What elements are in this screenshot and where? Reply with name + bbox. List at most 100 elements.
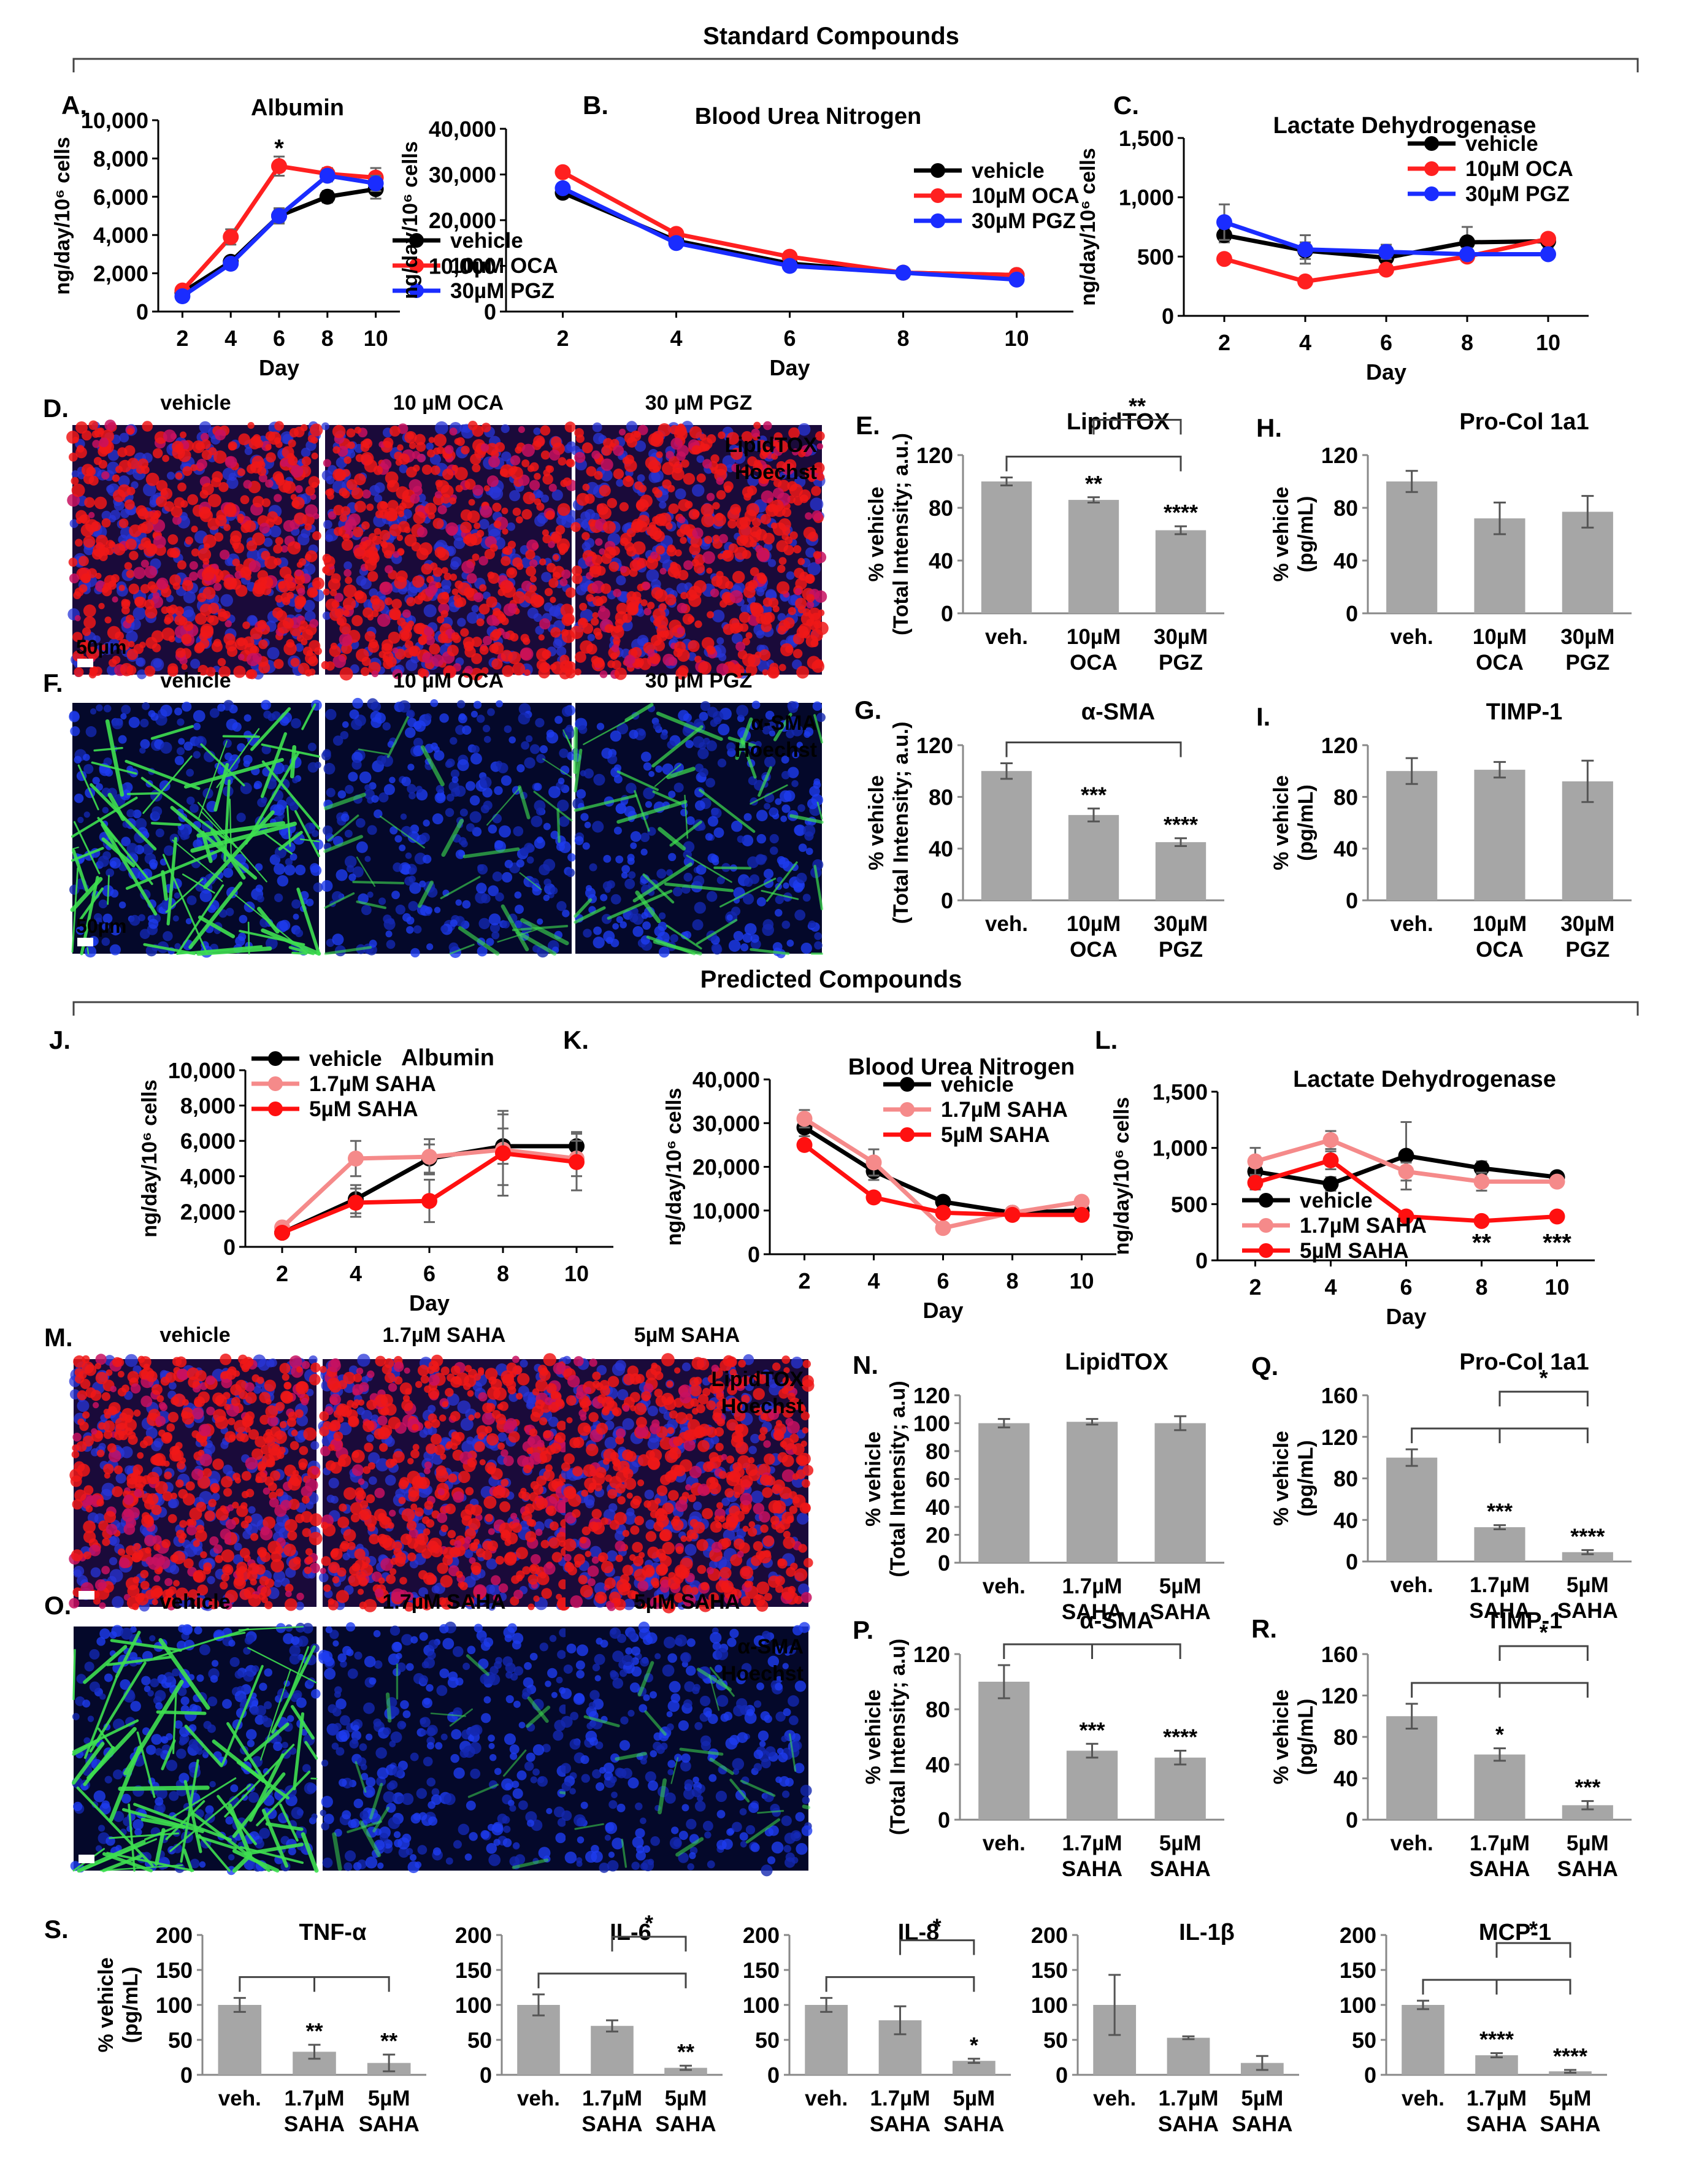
lipid-droplet	[235, 1568, 244, 1577]
lipid-droplet	[455, 580, 463, 589]
nucleus-dot	[521, 557, 532, 569]
lipid-droplet	[378, 1577, 385, 1584]
nucleus-dot	[172, 915, 179, 922]
lipid-droplet	[153, 513, 160, 519]
lipid-droplet	[550, 627, 561, 638]
lipid-droplet	[706, 567, 713, 574]
lipid-droplet	[144, 565, 158, 579]
lipid-droplet	[115, 466, 123, 473]
lipid-droplet	[541, 1588, 552, 1599]
lipid-droplet	[155, 1481, 168, 1494]
nucleus-dot	[408, 901, 418, 911]
lipid-droplet	[352, 1450, 359, 1458]
lipid-droplet	[680, 592, 688, 600]
lipid-droplet	[500, 464, 514, 478]
nucleus-dot	[660, 732, 668, 740]
lipid-droplet	[488, 456, 501, 468]
lipid-droplet	[428, 437, 435, 443]
lipid-droplet	[399, 1382, 412, 1395]
lipid-droplet	[215, 1398, 223, 1406]
lipid-droplet	[781, 533, 789, 540]
lipid-droplet	[125, 615, 134, 624]
lipid-droplet	[492, 502, 502, 512]
lipid-droplet	[613, 445, 624, 456]
lipid-droplet	[488, 1528, 495, 1535]
lipid-droplet	[716, 490, 726, 500]
lipid-droplet	[409, 479, 422, 492]
lipid-droplet	[133, 1409, 141, 1417]
lipid-droplet	[339, 1542, 349, 1552]
lipid-droplet	[616, 602, 628, 615]
lipid-droplet	[328, 578, 341, 591]
lipid-droplet	[485, 1368, 498, 1381]
nucleus-dot	[385, 930, 393, 938]
lipid-droplet	[343, 584, 357, 598]
sma-fiber	[150, 821, 182, 826]
lipid-droplet	[757, 549, 770, 562]
lipid-droplet	[388, 1509, 396, 1517]
sma-fiber	[107, 875, 110, 905]
nucleus-dot	[624, 878, 635, 889]
nucleus-dot	[193, 751, 201, 759]
lipid-droplet	[140, 521, 153, 534]
nucleus-dot	[768, 559, 777, 567]
lipid-droplet	[473, 1538, 480, 1546]
lipid-droplet	[651, 587, 664, 599]
lipid-droplet	[402, 609, 411, 618]
nucleus-dot	[73, 1566, 85, 1577]
lipid-droplet	[437, 633, 448, 643]
nucleus-dot	[501, 424, 510, 434]
lipid-droplet	[762, 597, 773, 607]
lipid-droplet	[354, 500, 366, 513]
lipid-droplet	[212, 1458, 224, 1470]
lipid-droplet	[140, 1569, 149, 1579]
lipid-droplet	[329, 645, 341, 657]
lipid-droplet	[482, 635, 493, 645]
lipid-droplet	[380, 1393, 393, 1407]
lipid-droplet	[594, 470, 603, 480]
nucleus-dot	[578, 725, 588, 734]
nucleus-dot	[235, 936, 245, 946]
lipid-droplet	[777, 564, 786, 573]
lipid-droplet	[319, 1426, 329, 1436]
lipid-droplet	[128, 583, 139, 594]
lipid-droplet	[75, 538, 83, 547]
lipid-droplet	[232, 558, 240, 567]
lipid-droplet	[462, 1382, 471, 1390]
lipid-droplet	[412, 1444, 420, 1451]
lipid-droplet	[811, 486, 821, 496]
lipid-droplet	[815, 557, 822, 565]
lipid-droplet	[374, 527, 382, 535]
nucleus-dot	[359, 771, 372, 784]
lipid-droplet	[451, 632, 459, 640]
lipid-droplet	[153, 1575, 161, 1582]
lipid-droplet	[295, 1514, 305, 1523]
lipid-droplet	[395, 1552, 407, 1563]
lipid-droplet	[136, 505, 147, 516]
nucleus-dot	[303, 600, 315, 612]
nucleus-dot	[366, 1434, 374, 1443]
nucleus-dot	[535, 718, 545, 727]
nucleus-dot	[501, 451, 512, 462]
lipid-droplet	[206, 615, 215, 623]
nucleus-dot	[610, 894, 621, 905]
lipid-droplet	[540, 1539, 550, 1549]
lipid-droplet	[478, 1392, 488, 1402]
nucleus-dot	[126, 630, 138, 643]
nucleus-dot	[224, 753, 232, 761]
lipid-droplet	[416, 547, 429, 561]
lipid-droplet	[395, 505, 404, 515]
lipid-droplet	[360, 667, 370, 676]
nucleus-dot	[383, 784, 395, 795]
nucleus-dot	[516, 764, 525, 773]
nucleus-dot	[707, 853, 718, 864]
lipid-droplet	[462, 535, 472, 545]
lipid-droplet	[512, 1355, 520, 1363]
nucleus-dot	[747, 856, 759, 868]
lipid-droplet	[351, 1402, 359, 1409]
nucleus-dot	[656, 868, 667, 879]
lipid-droplet	[515, 1547, 528, 1560]
lipid-droplet	[381, 643, 393, 654]
lipid-droplet	[104, 616, 112, 624]
nucleus-dot	[364, 856, 371, 862]
